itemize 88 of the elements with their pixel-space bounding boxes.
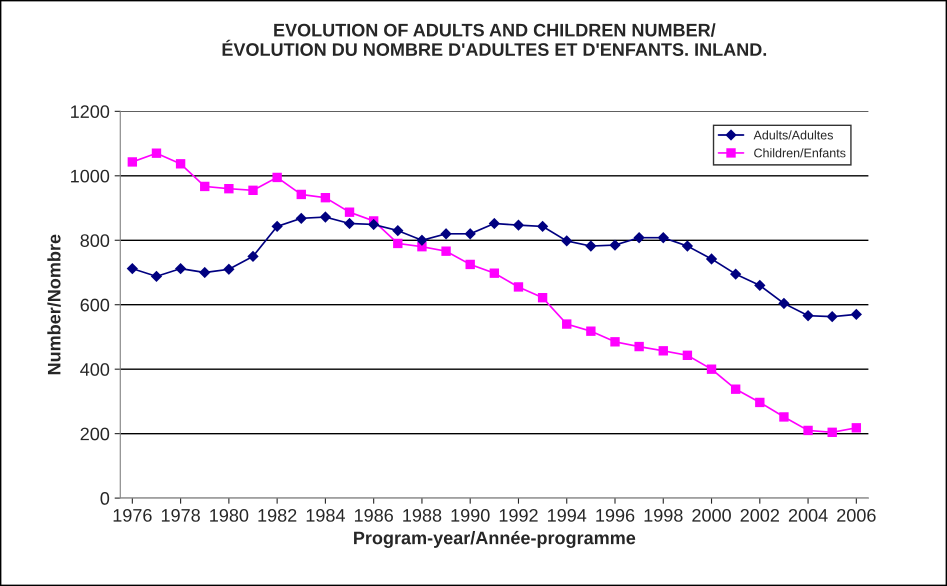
- point: [682, 350, 692, 360]
- point: [802, 310, 814, 322]
- point: [514, 282, 524, 292]
- x-tick-label: 2006: [837, 508, 876, 522]
- point: [440, 228, 452, 240]
- point: [779, 412, 789, 422]
- point: [248, 250, 258, 262]
- x-tick-label: 1996: [596, 508, 634, 522]
- point: [272, 172, 282, 182]
- x-tick-label: 2002: [740, 508, 779, 522]
- point: [151, 270, 162, 282]
- x-tick-label: 1990: [451, 508, 490, 522]
- point: [296, 212, 307, 224]
- point: [248, 186, 258, 195]
- point: [344, 218, 355, 229]
- x-tick-label: 1994: [548, 508, 586, 522]
- point: [175, 263, 186, 274]
- point: [488, 218, 500, 229]
- x-tick-label: 1978: [162, 508, 200, 522]
- point: [586, 326, 596, 336]
- x-tick-label: 1992: [500, 508, 538, 522]
- x-tick-label: 1998: [644, 508, 683, 522]
- point: [778, 298, 790, 309]
- point: [513, 220, 524, 231]
- point: [320, 193, 330, 202]
- point: [610, 240, 620, 251]
- point: [176, 159, 186, 169]
- point: [706, 364, 716, 374]
- point: [392, 225, 404, 236]
- point: [682, 240, 693, 252]
- point: [803, 426, 813, 436]
- point: [585, 240, 596, 252]
- x-tick-label: 1984: [306, 508, 345, 522]
- x-axis-title: Program-year/Année-programme: [354, 530, 636, 548]
- point: [200, 182, 210, 192]
- point: [393, 238, 402, 248]
- point: [490, 268, 500, 278]
- point: [658, 232, 669, 244]
- point: [368, 219, 380, 230]
- y-tick-label: 600: [80, 298, 110, 312]
- point: [610, 337, 620, 346]
- point: [224, 184, 234, 194]
- point: [466, 260, 475, 270]
- y-tick-label: 400: [80, 363, 110, 376]
- point: [296, 190, 306, 200]
- y-tick-label: 0: [100, 492, 110, 505]
- legend-label: Adults/Adultes: [754, 130, 833, 140]
- point: [562, 319, 572, 329]
- point: [537, 220, 548, 232]
- point: [223, 264, 234, 275]
- point: [706, 254, 717, 264]
- point: [272, 220, 283, 232]
- chart-title: EVOLUTION OF ADULTS AND CHILDREN NUMBER/ ÉVOLUTION DU NOMBRE D'ADULTES ET D'ENFANTS. INLAND.: [222, 23, 766, 56]
- x-tick-label: 1986: [354, 508, 393, 522]
- point: [128, 157, 138, 167]
- point: [850, 308, 862, 320]
- point: [199, 267, 210, 278]
- x-tick-label: 2000: [692, 508, 731, 522]
- y-axis-title: Number/Nombre: [47, 234, 61, 374]
- x-tick-label: 1976: [114, 508, 152, 522]
- point: [344, 208, 354, 217]
- point: [464, 228, 476, 240]
- point: [538, 292, 548, 302]
- y-tick-label: 800: [80, 234, 110, 247]
- point: [755, 398, 764, 408]
- x-tick-label: 2004: [788, 508, 828, 522]
- point: [730, 268, 742, 280]
- point: [826, 311, 838, 322]
- x-tick-label: 1982: [258, 508, 296, 522]
- point: [828, 428, 837, 438]
- point: [416, 234, 428, 246]
- point: [634, 342, 644, 352]
- point: [126, 263, 138, 274]
- point: [320, 212, 331, 222]
- x-tick-label: 1980: [210, 508, 248, 522]
- point: [441, 246, 451, 256]
- point: [852, 423, 862, 433]
- y-tick-label: 1200: [71, 105, 110, 118]
- point: [152, 148, 162, 158]
- point: [634, 232, 645, 244]
- y-tick-label: 1000: [71, 170, 110, 183]
- point: [754, 280, 766, 291]
- y-tick-label: 200: [80, 428, 110, 440]
- point: [561, 235, 572, 246]
- legend-label: Children/Enfants: [754, 148, 846, 158]
- point: [658, 346, 668, 356]
- x-tick-label: 1988: [403, 508, 442, 522]
- point: [730, 384, 740, 394]
